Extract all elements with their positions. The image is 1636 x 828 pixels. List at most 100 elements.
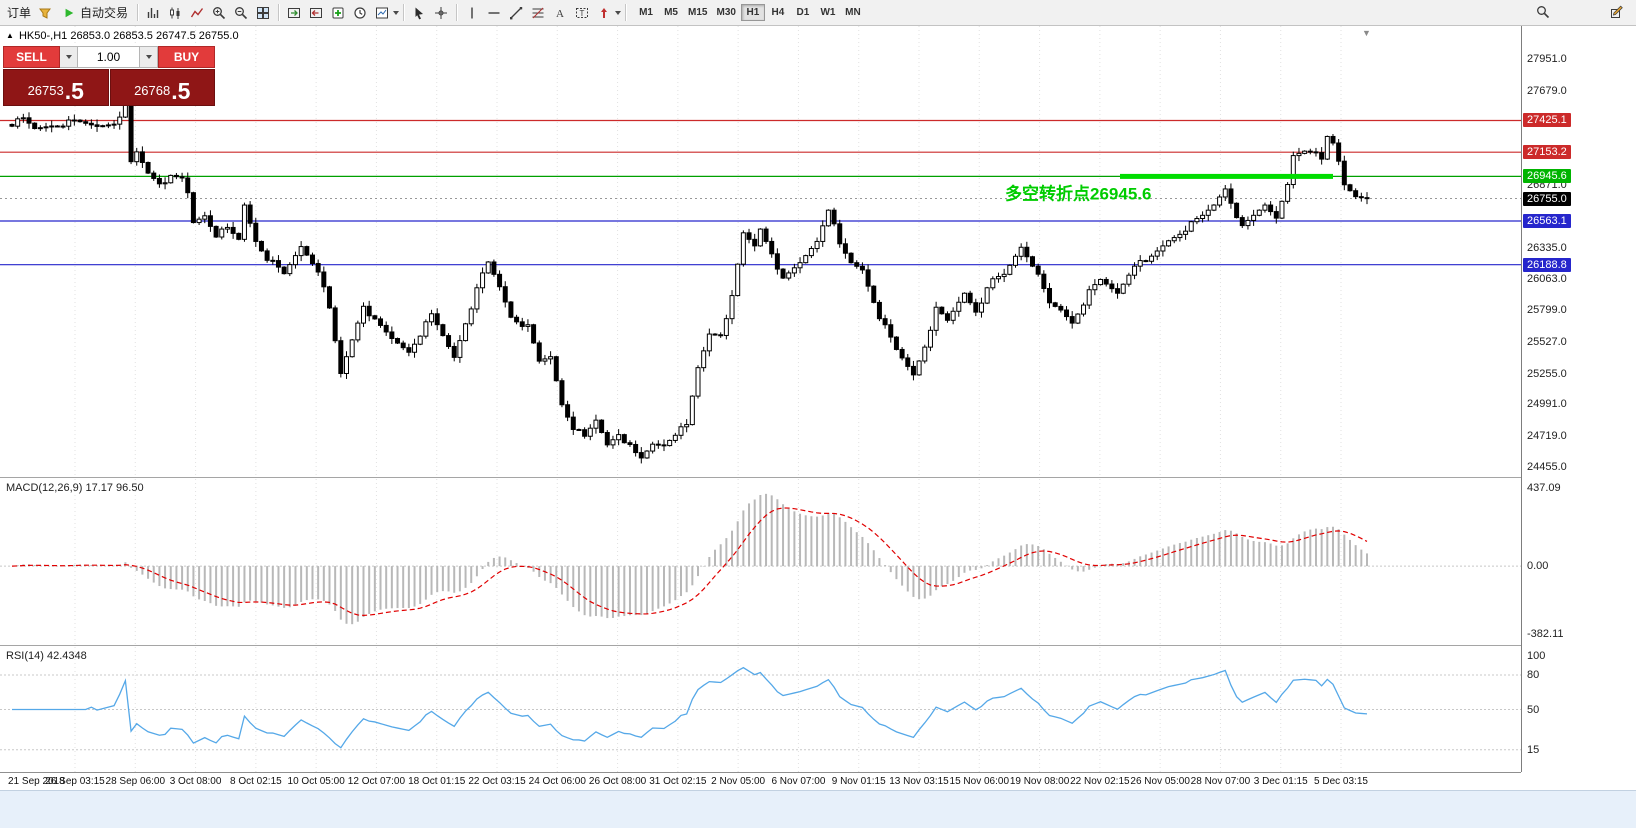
scroll-marker-icon[interactable]: ▼: [1362, 28, 1371, 38]
volume-input[interactable]: [78, 46, 140, 68]
svg-text:多空转折点26945.6: 多空转折点26945.6: [1005, 184, 1151, 204]
template-icon[interactable]: [371, 3, 393, 23]
macd-panel[interactable]: [0, 479, 1521, 645]
symbol-name: HK50-,H1: [18, 30, 68, 42]
top-toolbar: 订单 自动交易: [0, 0, 1636, 26]
zoom-in-icon[interactable]: [208, 3, 230, 23]
chart-shift-icon[interactable]: [305, 3, 327, 23]
time-axis-label: 22 Nov 02:15: [1070, 776, 1130, 787]
vertical-line-icon[interactable]: [461, 3, 483, 23]
candlestick-chart-icon[interactable]: [164, 3, 186, 23]
arrows-caret-icon[interactable]: [615, 10, 622, 15]
timeframe-m1[interactable]: M1: [634, 4, 658, 21]
add-indicator-icon[interactable]: [327, 3, 349, 23]
time-axis[interactable]: 21 Sep 2018 26 Sep 03:15 28 Sep 06:00 3 Oct…: [0, 772, 1521, 791]
orders-icon[interactable]: [34, 3, 56, 23]
volume-stepper[interactable]: [140, 46, 158, 68]
time-axis-label: 5 Dec 03:15: [1314, 776, 1368, 787]
line-chart-icon[interactable]: [186, 3, 208, 23]
autotrade-label: 自动交易: [80, 6, 129, 20]
time-axis-label: 13 Nov 03:15: [889, 776, 949, 787]
toolbar-right-group: [1532, 2, 1628, 22]
trendline-icon[interactable]: [505, 3, 527, 23]
search-icon[interactable]: [1532, 2, 1554, 22]
price-level-label: 26563.1: [1523, 214, 1571, 228]
buy-price-main: 26768: [134, 83, 171, 98]
timeframe-m5[interactable]: M5: [659, 4, 683, 21]
timeframe-d1[interactable]: D1: [791, 4, 815, 21]
timeframe-m15[interactable]: M15: [684, 4, 711, 21]
price-level-label: 27153.2: [1523, 145, 1571, 159]
time-axis-label: 19 Nov 08:00: [1009, 776, 1070, 787]
time-axis-label: 10 Oct 05:00: [287, 776, 345, 787]
price-level-label: 27425.1: [1523, 113, 1571, 127]
axis-tick: 80: [1527, 669, 1540, 681]
axis-tick: 27679.0: [1527, 85, 1567, 97]
time-axis-label: 15 Nov 06:00: [949, 776, 1010, 787]
time-axis-label: 26 Oct 08:00: [588, 776, 647, 787]
axis-tick: 437.09: [1527, 482, 1561, 494]
axis-tick: 24991.0: [1527, 398, 1567, 410]
autotrade-button[interactable]: 自动交易: [56, 1, 133, 25]
axis-tick: 26335.0: [1527, 242, 1567, 254]
autotrade-play-icon: [61, 3, 77, 23]
timeframe-toolbar: M1 M5 M15 M30 H1 H4 D1 W1 MN: [634, 4, 865, 21]
period-icon[interactable]: [349, 3, 371, 23]
rsi-panel[interactable]: [0, 647, 1521, 772]
cursor-icon[interactable]: [408, 3, 430, 23]
toolbar-separator: [278, 4, 280, 21]
arrows-icon[interactable]: [593, 3, 615, 23]
axis-tick: 25255.0: [1527, 368, 1567, 380]
buy-button[interactable]: BUY: [158, 46, 215, 68]
trade-price-row: 26753 .5 26768 .5: [3, 69, 215, 106]
toolbar-separator: [456, 4, 458, 21]
current-price-label: 26755.0: [1523, 192, 1571, 206]
fibonacci-icon[interactable]: [527, 3, 549, 23]
timeframe-m30[interactable]: M30: [712, 4, 739, 21]
time-axis-label: 28 Sep 06:00: [105, 776, 166, 787]
timeframe-w1[interactable]: W1: [816, 4, 840, 21]
label-icon[interactable]: T: [571, 3, 593, 23]
template-caret-icon[interactable]: [393, 10, 400, 15]
toolbar-separator: [403, 4, 405, 21]
time-axis-label: 2 Nov 05:00: [711, 776, 766, 787]
timeframe-h1[interactable]: H1: [740, 4, 765, 21]
time-axis-label: 26 Sep 03:15: [45, 776, 105, 787]
toolbar-separator: [137, 4, 139, 21]
svg-text:T: T: [580, 9, 585, 18]
time-axis-label: 22 Oct 03:15: [468, 776, 526, 787]
horizontal-line-icon[interactable]: [483, 3, 505, 23]
price-level-label: 26188.8: [1523, 258, 1571, 272]
symbol-ohlc-line: ▲ HK50-,H1 26853.0 26853.5 26747.5 26755…: [6, 30, 239, 42]
text-icon[interactable]: A: [549, 3, 571, 23]
bar-chart-icon[interactable]: [142, 3, 164, 23]
timeframe-mn[interactable]: MN: [841, 4, 865, 21]
sell-button[interactable]: SELL: [3, 46, 60, 68]
time-axis-label: 3 Oct 08:00: [169, 776, 222, 787]
axis-tick: 25527.0: [1527, 336, 1567, 348]
auto-scroll-icon[interactable]: [283, 3, 305, 23]
timeframe-h4[interactable]: H4: [766, 4, 790, 21]
sell-price-frac: .5: [64, 78, 84, 104]
one-click-trading-panel: SELL BUY 26753 .5 26768 .5: [3, 46, 215, 106]
axis-tick: 25799.0: [1527, 304, 1567, 316]
tile-windows-icon[interactable]: [252, 3, 274, 23]
time-axis-label: 28 Nov 07:00: [1190, 776, 1251, 787]
panel-splitter[interactable]: [0, 477, 1521, 480]
chevron-down-icon: [145, 55, 152, 59]
zoom-out-icon[interactable]: [230, 3, 252, 23]
compose-icon[interactable]: [1606, 2, 1628, 22]
price-chart[interactable]: 多空转折点26945.6: [0, 26, 1521, 478]
sell-price-main: 26753: [27, 83, 64, 98]
price-axis[interactable]: 27951.0 27679.0 26871.0 26335.0 26063.0 25799…: [1521, 26, 1636, 772]
crosshair-icon[interactable]: [430, 3, 452, 23]
volume-dropdown-button[interactable]: [60, 46, 78, 68]
orders-label[interactable]: 订单: [7, 6, 32, 20]
sell-price-box[interactable]: 26753 .5: [3, 69, 109, 106]
time-axis-label: 24 Oct 06:00: [528, 776, 586, 787]
panel-splitter[interactable]: [0, 645, 1521, 648]
buy-price-box[interactable]: 26768 .5: [109, 69, 215, 106]
time-axis-label: 9 Nov 01:15: [831, 776, 886, 787]
axis-tick: 24455.0: [1527, 461, 1567, 473]
